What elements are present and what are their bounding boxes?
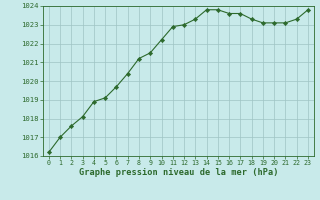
X-axis label: Graphe pression niveau de la mer (hPa): Graphe pression niveau de la mer (hPa) (79, 168, 278, 177)
